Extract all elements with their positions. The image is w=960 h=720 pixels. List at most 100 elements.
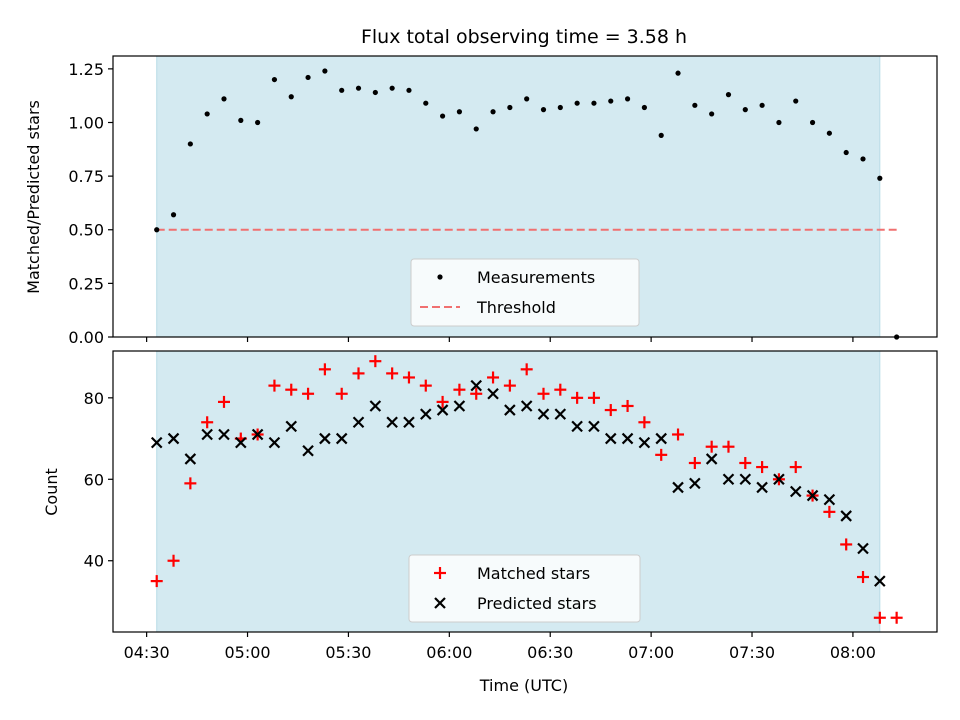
data-point: [739, 456, 752, 469]
data-point: [218, 428, 230, 441]
data-point: [184, 453, 197, 465]
data-point: [490, 109, 496, 115]
series-predicted-stars: [150, 379, 886, 587]
data-point: [857, 542, 869, 555]
data-point: [436, 395, 449, 408]
axes-frame: [112, 55, 938, 338]
data-point: [503, 379, 516, 392]
data-point: [403, 416, 415, 429]
data-point: [860, 156, 866, 162]
data-point: [776, 119, 782, 126]
data-point: [709, 111, 715, 117]
data-point: [608, 98, 614, 104]
data-point: [440, 113, 446, 119]
data-point: [372, 89, 378, 96]
bottom-y-axis-label: Count: [42, 468, 61, 516]
data-point: [184, 477, 197, 490]
data-point: [453, 383, 466, 396]
top-legend: Measurements Threshold: [410, 258, 640, 327]
data-point: [302, 444, 314, 457]
data-point: [571, 420, 583, 433]
y-tick-label: 1.00: [68, 113, 104, 132]
data-point: [319, 432, 331, 445]
data-point: [335, 432, 348, 445]
data-point: [339, 87, 345, 93]
data-point: [672, 428, 685, 441]
data-point: [739, 473, 752, 486]
data-point: [658, 132, 664, 138]
data-point: [809, 119, 816, 126]
data-point: [638, 416, 651, 429]
legend-measurements-label: Measurements: [477, 268, 595, 287]
data-point: [537, 408, 550, 420]
y-tick-label: 1.25: [68, 60, 104, 79]
data-point: [456, 109, 463, 115]
x-tick-label: 06:30: [527, 643, 573, 662]
y-tick-label: 0.00: [68, 328, 104, 347]
data-point: [453, 400, 466, 412]
data-point: [154, 227, 160, 233]
data-point: [504, 404, 516, 416]
data-point: [419, 379, 432, 392]
top-panel-flux-ratio: 0.00 0.25 0.50 0.75 1.00 1.25 Matched/Predict…: [24, 55, 938, 347]
data-point: [705, 453, 718, 465]
data-point: [201, 416, 214, 429]
bottom-legend: Matched stars Predicted stars: [408, 554, 641, 623]
y-tick-label: 0.75: [68, 167, 104, 186]
data-point: [873, 611, 886, 624]
x-tick-label: 05:30: [325, 643, 371, 662]
data-point: [150, 575, 163, 588]
data-point: [318, 363, 331, 376]
y-tick-label: 60: [84, 470, 104, 489]
x-axis-label: Time (UTC): [479, 676, 568, 695]
data-point: [520, 400, 533, 412]
data-point: [167, 432, 180, 445]
data-point: [187, 141, 193, 147]
data-point: [524, 96, 530, 102]
data-point: [773, 473, 785, 486]
data-point: [355, 85, 362, 91]
data-point: [420, 408, 432, 420]
data-point: [302, 387, 315, 400]
data-point: [874, 575, 886, 587]
measurements-legend-marker: [437, 274, 443, 280]
data-point: [487, 371, 500, 384]
data-point: [322, 68, 328, 74]
data-point: [621, 399, 634, 412]
legend-predicted-stars-label: Predicted stars: [477, 594, 597, 613]
x-tick-label: 07:00: [628, 643, 674, 662]
data-point: [840, 510, 852, 522]
data-point: [588, 420, 600, 433]
data-point: [823, 493, 836, 506]
data-point: [520, 363, 533, 376]
data-point: [806, 489, 819, 502]
data-point: [389, 85, 395, 91]
data-point: [621, 432, 634, 445]
data-point: [285, 383, 298, 396]
data-point: [789, 461, 802, 474]
data-point: [201, 428, 213, 441]
matched-stars-legend-marker: [434, 567, 446, 579]
data-point: [722, 473, 735, 486]
data-point: [759, 102, 765, 108]
data-point: [793, 98, 799, 104]
legend-threshold-label: Threshold: [476, 298, 556, 317]
data-point: [251, 428, 264, 441]
data-point: [789, 485, 802, 498]
data-point: [705, 440, 718, 453]
data-point: [386, 416, 398, 429]
data-point: [470, 379, 483, 392]
series-measurements: [154, 68, 900, 340]
data-point: [877, 175, 883, 181]
data-point: [369, 355, 382, 368]
data-point: [285, 420, 298, 433]
data-point: [689, 477, 701, 490]
y-tick-label: 40: [84, 552, 104, 571]
data-point: [436, 404, 449, 416]
data-point: [840, 538, 853, 551]
y-tick-label: 80: [84, 389, 104, 408]
data-point: [591, 100, 597, 106]
data-point: [235, 436, 247, 449]
data-point: [554, 408, 567, 420]
